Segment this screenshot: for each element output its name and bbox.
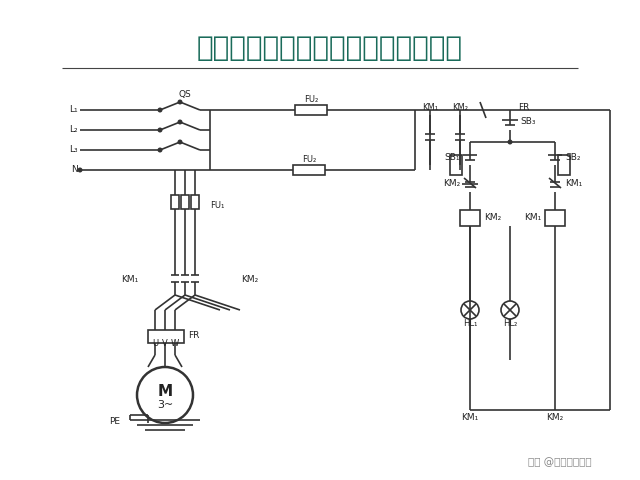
Text: N: N: [71, 166, 78, 175]
Text: SB₂: SB₂: [565, 153, 580, 161]
Text: L₃: L₃: [69, 145, 78, 155]
Text: 3~: 3~: [157, 400, 173, 410]
Text: KM₂: KM₂: [443, 180, 460, 189]
Text: KM₂: KM₂: [547, 413, 564, 422]
Circle shape: [508, 140, 513, 144]
Bar: [191, 195, 199, 209]
Text: KM₂: KM₂: [452, 103, 468, 112]
Circle shape: [461, 301, 479, 319]
Text: U: U: [152, 339, 158, 348]
Text: M: M: [157, 384, 173, 398]
Text: FU₁: FU₁: [210, 201, 225, 209]
Bar: [181, 195, 189, 209]
Bar: [171, 195, 179, 209]
Text: KM₂: KM₂: [484, 214, 501, 223]
Circle shape: [157, 128, 163, 132]
Text: FU₂: FU₂: [302, 156, 316, 165]
Bar: [460, 210, 480, 226]
Text: SB₃: SB₃: [520, 118, 536, 127]
Circle shape: [77, 168, 83, 172]
Circle shape: [177, 120, 182, 124]
Text: FU₂: FU₂: [304, 96, 318, 105]
Bar: [295, 105, 327, 115]
Text: SB₁: SB₁: [445, 153, 460, 161]
Text: QS: QS: [179, 89, 191, 98]
Circle shape: [137, 367, 193, 423]
Bar: [558, 155, 570, 175]
Text: KM₁: KM₁: [565, 180, 582, 189]
Text: FR: FR: [518, 104, 529, 112]
Text: 头条 @徐州俵哥五金: 头条 @徐州俵哥五金: [528, 457, 592, 467]
Circle shape: [177, 140, 182, 144]
Bar: [293, 165, 325, 175]
Text: PE: PE: [109, 417, 120, 425]
Text: KM₁: KM₁: [461, 413, 479, 422]
Text: KM₁: KM₁: [422, 103, 438, 112]
Text: FR: FR: [188, 332, 200, 340]
Text: L₁: L₁: [69, 106, 78, 115]
Bar: [148, 330, 184, 343]
Text: HL₁: HL₁: [463, 320, 477, 328]
Circle shape: [177, 99, 182, 105]
Text: KM₁: KM₁: [524, 214, 541, 223]
Text: V: V: [162, 339, 168, 348]
Bar: [450, 155, 462, 175]
Text: W: W: [171, 339, 179, 348]
Circle shape: [501, 301, 519, 319]
Circle shape: [157, 147, 163, 153]
Bar: [545, 210, 565, 226]
Text: KM₁: KM₁: [122, 276, 139, 285]
Text: KM₂: KM₂: [241, 276, 259, 285]
Text: 接触器联锁电动机正、反转控制线路: 接触器联锁电动机正、反转控制线路: [197, 34, 463, 62]
Text: HL₂: HL₂: [503, 320, 517, 328]
Circle shape: [157, 108, 163, 112]
Text: L₂: L₂: [69, 125, 78, 134]
